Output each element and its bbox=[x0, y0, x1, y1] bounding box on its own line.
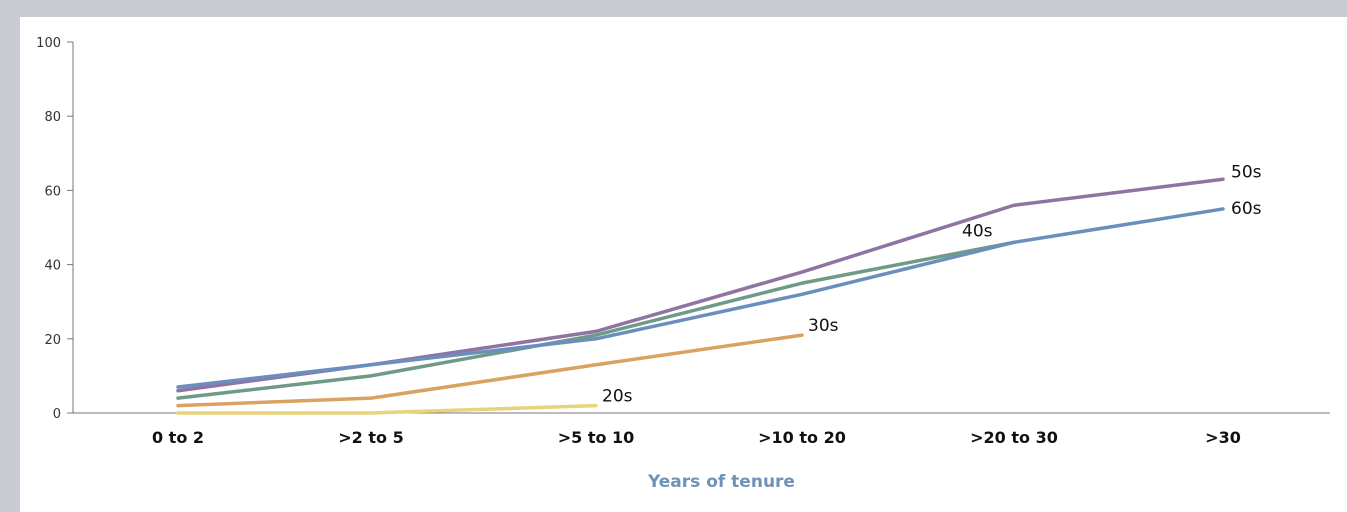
series-label-50s: 50s bbox=[1231, 162, 1262, 182]
series-label-60s: 60s bbox=[1231, 199, 1262, 219]
y-tick-label: 60 bbox=[44, 184, 61, 199]
line-chart: 0 20 40 60 80 100 0 to 2 >2 to 5 >5 to 10 >10 to… bbox=[36, 36, 1330, 492]
x-tick-label: >10 to 20 bbox=[758, 428, 846, 447]
series-line-40s bbox=[176, 240, 1016, 400]
series-line-20s bbox=[176, 403, 598, 415]
y-tick-label: 0 bbox=[53, 407, 61, 422]
x-tick-label: >20 to 30 bbox=[970, 428, 1058, 447]
chart-panel: 0 20 40 60 80 100 0 to 2 >2 to 5 >5 to 10 >10 to… bbox=[20, 17, 1347, 512]
x-tick-label: 0 to 2 bbox=[152, 428, 204, 447]
series-line-30s bbox=[176, 333, 804, 408]
y-tick-label: 100 bbox=[36, 36, 61, 51]
series-label-40s: 40s bbox=[962, 221, 993, 241]
y-tick-label: 20 bbox=[44, 333, 61, 348]
x-ticks: 0 to 2 >2 to 5 >5 to 10 >10 to 20 >20 to 30 >… bbox=[152, 428, 1241, 447]
series-label-30s: 30s bbox=[808, 316, 839, 336]
series-lines bbox=[176, 177, 1225, 415]
series-line-60s bbox=[176, 207, 1225, 389]
x-tick-label: >5 to 10 bbox=[558, 428, 635, 447]
x-tick-label: >2 to 5 bbox=[338, 428, 403, 447]
x-tick-label: >30 bbox=[1205, 428, 1241, 447]
series-label-20s: 20s bbox=[602, 387, 633, 407]
series-line-50s bbox=[176, 177, 1225, 393]
axes bbox=[72, 42, 1330, 414]
y-tick-label: 40 bbox=[44, 259, 61, 274]
x-axis-title: Years of tenure bbox=[647, 472, 795, 492]
y-tick-label: 80 bbox=[44, 110, 61, 125]
y-ticks: 0 20 40 60 80 100 bbox=[36, 36, 73, 422]
series-labels: 20s 30s 40s 50s 60s bbox=[602, 162, 1262, 406]
